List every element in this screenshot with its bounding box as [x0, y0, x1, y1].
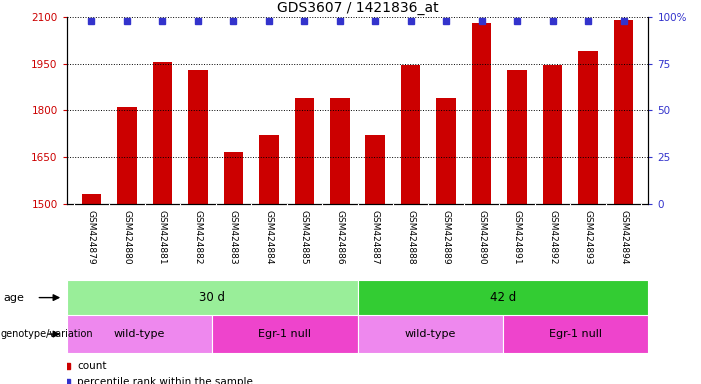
- Text: GSM424880: GSM424880: [123, 210, 131, 264]
- Text: count: count: [77, 361, 107, 371]
- Text: Egr-1 null: Egr-1 null: [258, 329, 311, 339]
- Bar: [437, 98, 456, 204]
- Text: GSM424884: GSM424884: [264, 210, 273, 264]
- Bar: [294, 98, 314, 204]
- Text: genotype/variation: genotype/variation: [1, 329, 93, 339]
- Bar: [224, 152, 243, 204]
- Bar: [358, 280, 648, 315]
- Bar: [330, 98, 350, 204]
- Text: 42 d: 42 d: [490, 291, 516, 304]
- Text: GSM424888: GSM424888: [406, 210, 415, 264]
- Bar: [259, 135, 278, 204]
- Text: GSM424885: GSM424885: [300, 210, 309, 264]
- Text: wild-type: wild-type: [114, 329, 165, 339]
- Bar: [472, 23, 491, 204]
- Text: percentile rank within the sample: percentile rank within the sample: [77, 377, 253, 384]
- Bar: [153, 62, 172, 204]
- Bar: [543, 65, 562, 204]
- Text: GSM424893: GSM424893: [584, 210, 592, 264]
- Text: 30 d: 30 d: [199, 291, 225, 304]
- Bar: [67, 280, 358, 315]
- Bar: [503, 315, 648, 353]
- Text: GSM424891: GSM424891: [512, 210, 522, 264]
- Bar: [117, 107, 137, 204]
- Bar: [508, 70, 527, 204]
- Text: age: age: [4, 293, 25, 303]
- Bar: [365, 135, 385, 204]
- Text: GSM424889: GSM424889: [442, 210, 451, 264]
- Bar: [358, 315, 503, 353]
- Text: GSM424879: GSM424879: [87, 210, 96, 264]
- Bar: [614, 20, 633, 204]
- Text: GSM424887: GSM424887: [371, 210, 380, 264]
- Text: GSM424883: GSM424883: [229, 210, 238, 264]
- Bar: [212, 315, 358, 353]
- Text: GSM424886: GSM424886: [335, 210, 344, 264]
- Text: GSM424894: GSM424894: [619, 210, 628, 264]
- Text: GSM424882: GSM424882: [193, 210, 203, 264]
- Bar: [67, 315, 212, 353]
- Bar: [188, 70, 207, 204]
- Text: GSM424892: GSM424892: [548, 210, 557, 264]
- Text: GSM424890: GSM424890: [477, 210, 486, 264]
- Bar: [401, 65, 421, 204]
- Bar: [82, 194, 101, 204]
- Text: wild-type: wild-type: [404, 329, 456, 339]
- Title: GDS3607 / 1421836_at: GDS3607 / 1421836_at: [277, 1, 438, 15]
- Text: GSM424881: GSM424881: [158, 210, 167, 264]
- Text: Egr-1 null: Egr-1 null: [549, 329, 602, 339]
- Bar: [578, 51, 598, 204]
